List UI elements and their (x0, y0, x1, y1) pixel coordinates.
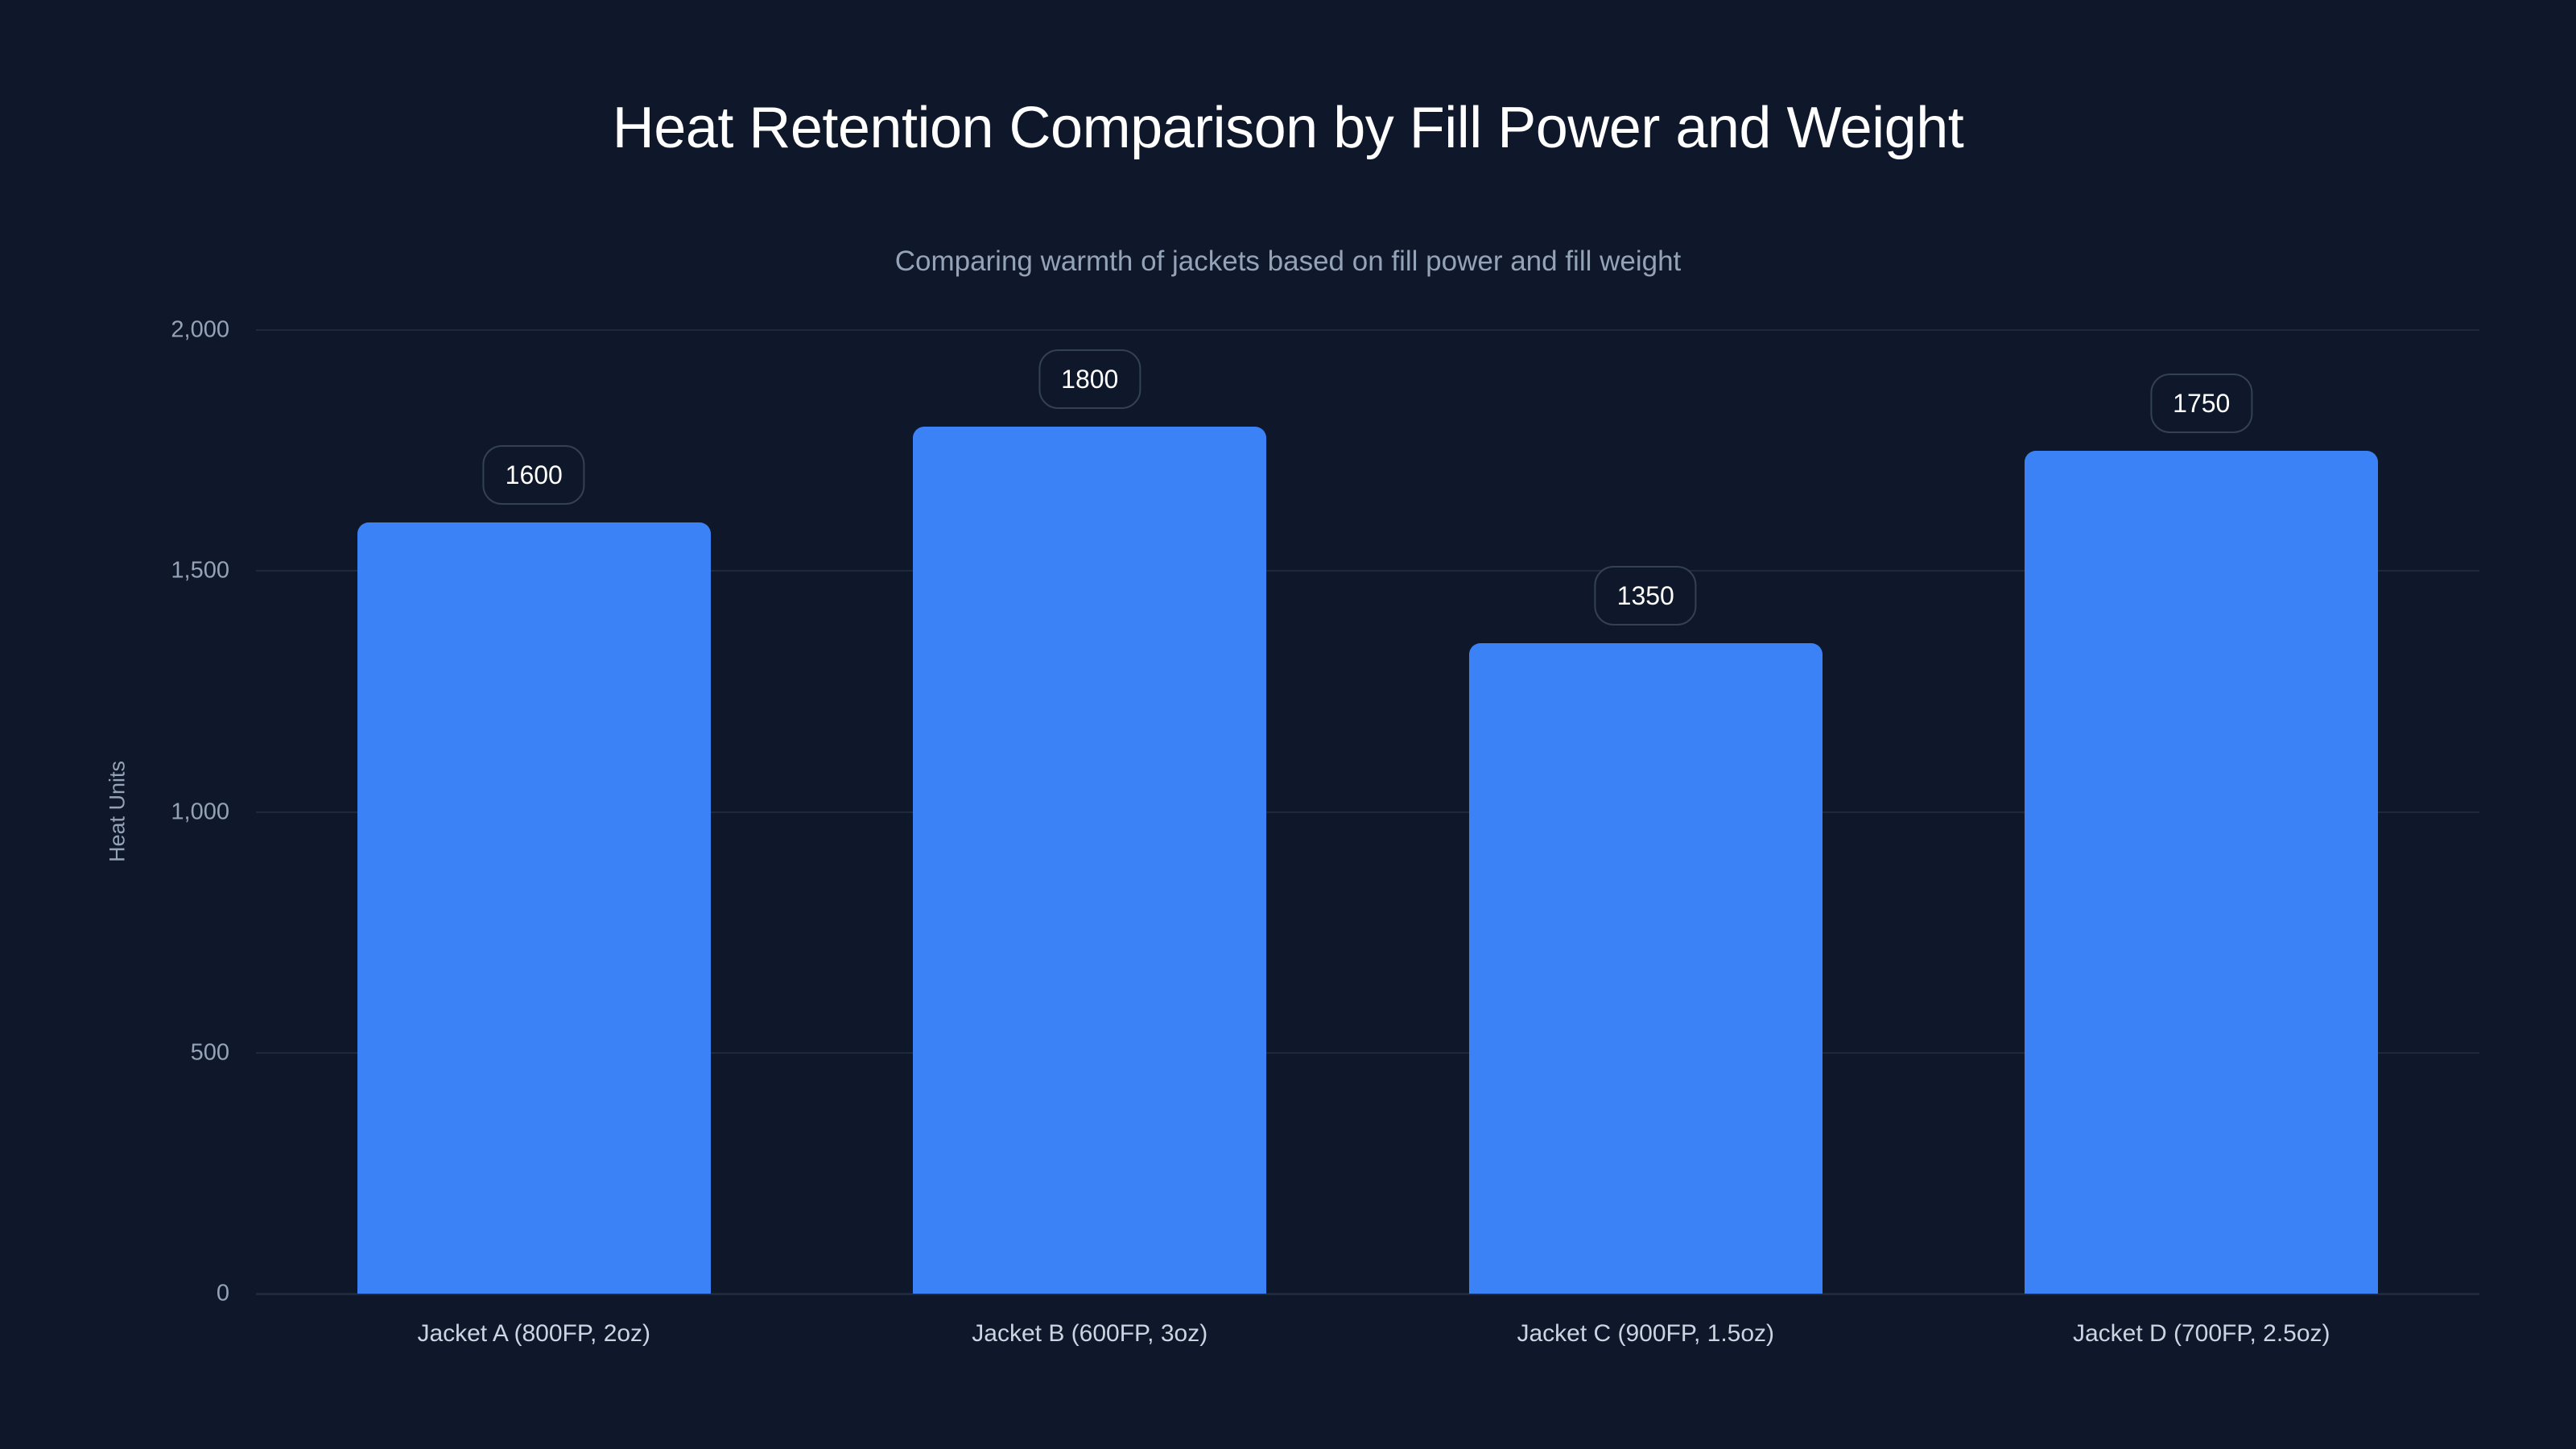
y-tick-label: 0 (216, 1280, 229, 1307)
data-label-badge: 1600 (482, 445, 585, 506)
chart-title: Heat Retention Comparison by Fill Power … (612, 96, 1964, 160)
bar[interactable] (913, 426, 1267, 1294)
data-label-badge: 1800 (1038, 349, 1141, 409)
gridline (256, 1051, 2479, 1054)
data-label-badge: 1350 (1594, 566, 1697, 626)
bar[interactable] (1468, 643, 1823, 1294)
y-tick-label: 500 (190, 1039, 229, 1066)
x-axis-baseline (256, 1293, 2479, 1295)
plot-area: 1600 1800 1350 1750 (256, 329, 2479, 1295)
y-tick-label: 2,000 (171, 316, 229, 343)
gridline (256, 811, 2479, 813)
data-label-badge: 1750 (2150, 373, 2253, 433)
x-tick-label: Jacket C (900FP, 1.5oz) (1517, 1320, 1775, 1347)
x-tick-label: Jacket B (600FP, 3oz) (972, 1320, 1208, 1347)
bar[interactable] (2025, 450, 2379, 1294)
bar[interactable] (357, 522, 711, 1294)
y-tick-label: 1,500 (171, 557, 229, 584)
x-tick-label: Jacket D (700FP, 2.5oz) (2072, 1320, 2330, 1347)
chart-subtitle: Comparing warmth of jackets based on fil… (894, 246, 1682, 277)
x-tick-label: Jacket A (800FP, 2oz) (417, 1320, 651, 1347)
gridline (256, 329, 2479, 331)
y-tick-label: 1,000 (171, 799, 229, 824)
gridline (256, 570, 2479, 572)
